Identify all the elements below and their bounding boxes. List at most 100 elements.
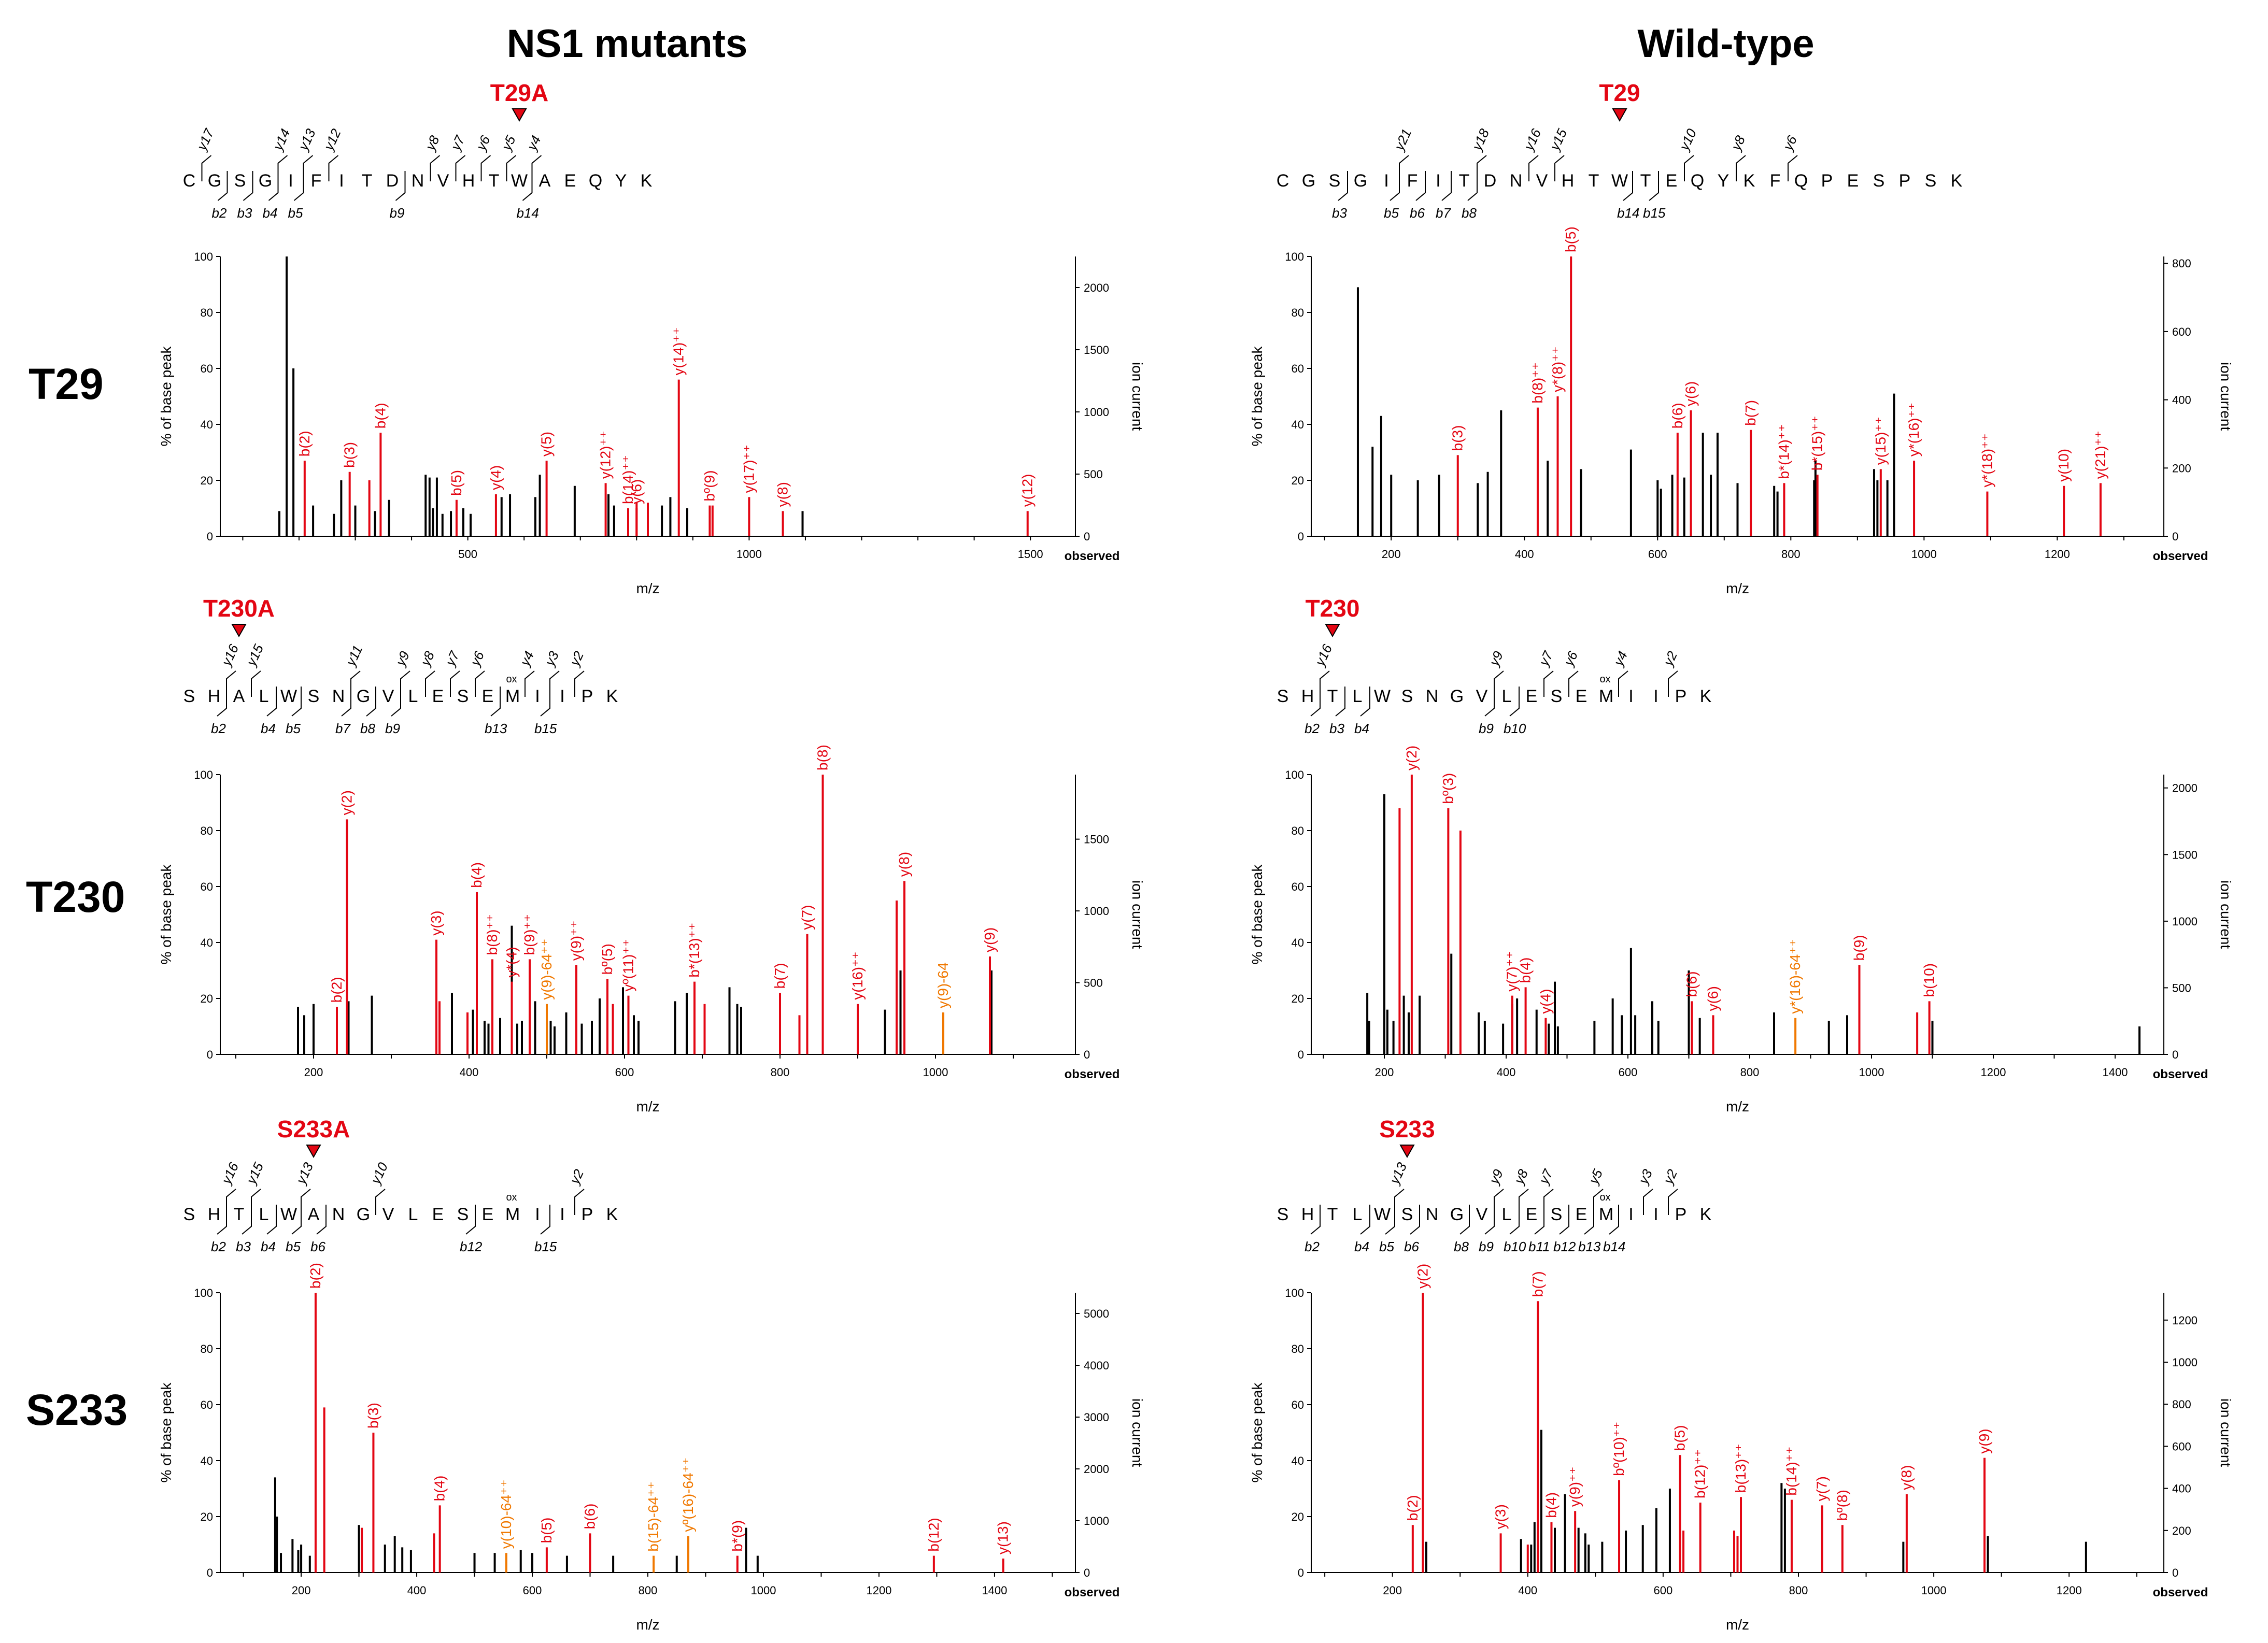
peak-label: y(6) <box>1705 986 1721 1011</box>
residue: L <box>259 687 269 706</box>
residue: V <box>1536 171 1548 191</box>
site-triangle <box>1325 624 1340 638</box>
b-ion-label: b5 <box>288 205 303 221</box>
peak-label: b(7) <box>1529 1271 1546 1297</box>
y-ion-bracket <box>1684 155 1694 181</box>
y-ion-bracket <box>1643 1189 1653 1215</box>
peak-label: b(2) <box>1405 1495 1421 1521</box>
b-ion-label: b7 <box>1436 205 1451 221</box>
y2-tick-label: 200 <box>2172 462 2191 475</box>
y-ion-label: y13 <box>1386 1160 1410 1187</box>
x-tick-label: 800 <box>1740 1066 1760 1079</box>
residue: T <box>234 1205 245 1224</box>
b-ion-bracket <box>217 1205 227 1235</box>
b-ion-bracket <box>291 1205 302 1235</box>
site-label: S233A <box>277 1116 350 1142</box>
observed-label: observed <box>1065 549 1120 563</box>
residue: A <box>233 687 245 706</box>
residue: I <box>1436 171 1440 191</box>
b-ion-bracket <box>1534 1205 1544 1235</box>
peak-label: bº(9) <box>701 470 717 502</box>
residue: D <box>1484 171 1497 191</box>
x-tick-label: 800 <box>1781 548 1801 561</box>
column-title-wildtype: Wild-type <box>1637 22 1814 66</box>
b-ion-bracket <box>1609 1205 1619 1235</box>
y-ion-bracket <box>506 155 517 181</box>
b-ion-bracket <box>242 1205 252 1235</box>
y-ion-bracket <box>277 155 288 181</box>
y-tick-label: 20 <box>1292 1510 1304 1523</box>
residue: I <box>1628 687 1633 706</box>
b-ion-label: b8 <box>1462 205 1477 221</box>
residue: H <box>1301 687 1314 706</box>
row-label-t29: T29 <box>29 360 104 408</box>
y-tick-label: 100 <box>1285 768 1304 781</box>
peak-label: y(9)-64⁺⁺ <box>538 939 555 1000</box>
y-tick-label: 100 <box>194 1287 213 1299</box>
residue: I <box>560 1205 564 1224</box>
y-tick-label: 60 <box>201 362 213 375</box>
peak-label: b(5) <box>538 1518 555 1544</box>
peak-label: b(2) <box>296 431 313 456</box>
b-ion-label: b11 <box>1528 1239 1550 1254</box>
residue: I <box>339 171 344 191</box>
y2-tick-label: 800 <box>2172 257 2191 270</box>
peak-label: y*(8)⁺⁺ <box>1550 346 1566 392</box>
y-ion-label: y16 <box>1311 641 1335 669</box>
x-tick-label: 800 <box>771 1066 790 1079</box>
b-ion-label: b2 <box>1305 1239 1320 1254</box>
y-ion-label: y8 <box>422 133 443 153</box>
x-tick-label: 600 <box>1648 548 1667 561</box>
x-tick-label: 1200 <box>1981 1066 2006 1079</box>
peak-label: y(9)⁺⁺ <box>568 920 584 961</box>
residue: K <box>1743 171 1755 191</box>
residue: Q <box>1691 171 1704 191</box>
b-ion-bracket <box>243 171 253 201</box>
b-ion-label: b6 <box>310 1239 325 1254</box>
residue: H <box>1562 171 1575 191</box>
y2-tick-label: 500 <box>1084 977 1103 990</box>
y-ion-bracket <box>1554 155 1565 181</box>
y-axis-label: % of base peak <box>158 1382 174 1482</box>
residue: E <box>564 171 576 191</box>
y-ion-bracket <box>251 670 261 697</box>
residue: I <box>288 171 293 191</box>
b-ion-bracket <box>1360 1205 1370 1235</box>
y2-tick-label: 4000 <box>1084 1359 1109 1372</box>
y-ion-label: y6 <box>1560 648 1581 669</box>
y-tick-label: 100 <box>194 768 213 781</box>
y-ion-label: y10 <box>1676 126 1699 153</box>
residue: M <box>505 687 520 706</box>
y-ion-bracket <box>1568 670 1579 697</box>
b-ion-label: b6 <box>1404 1239 1419 1254</box>
x-tick-label: 400 <box>1515 548 1534 561</box>
b-ion-label: b14 <box>1603 1239 1625 1254</box>
peak-label: y(4) <box>1537 989 1553 1014</box>
observed-label: observed <box>2153 549 2208 563</box>
peak-label: y(14)⁺⁺ <box>671 327 687 375</box>
residue: I <box>535 687 540 706</box>
y2-tick-label: 200 <box>2172 1524 2191 1537</box>
residue: F <box>1770 171 1781 191</box>
y-ion-label: y9 <box>392 649 413 669</box>
b-ion-bracket <box>366 687 376 717</box>
residue: T <box>489 171 500 191</box>
x-tick-label: 1200 <box>866 1584 891 1597</box>
b-ion-bracket <box>268 171 279 201</box>
residue: P <box>582 1205 593 1224</box>
residue: N <box>332 1205 345 1224</box>
residue: E <box>482 687 494 706</box>
x-tick-label: 200 <box>1383 1584 1402 1597</box>
peak-label: bº(10)⁺⁺ <box>1611 1422 1627 1476</box>
b-ion-label: b9 <box>385 721 400 736</box>
x-tick-label: 800 <box>1789 1584 1808 1597</box>
y-ion-label: y16 <box>1520 126 1544 153</box>
residue: G <box>1450 1205 1464 1224</box>
peak-label: y*(16)-64⁺⁺ <box>1787 939 1803 1014</box>
b-ion-bracket <box>391 687 401 717</box>
y2-tick-label: 1500 <box>1084 833 1109 846</box>
residue: V <box>1476 1205 1488 1224</box>
b-ion-bracket <box>217 171 228 201</box>
